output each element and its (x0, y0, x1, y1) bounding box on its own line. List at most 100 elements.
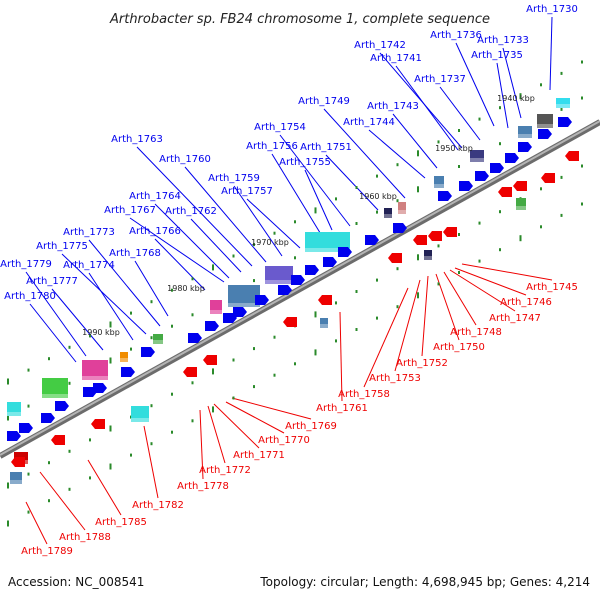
tick-mark (130, 453, 132, 457)
leader-line (134, 260, 169, 317)
leader-line (154, 238, 206, 291)
feature-block (7, 402, 21, 416)
tick-mark (581, 164, 583, 168)
gene-label-arth-1735: Arth_1735 (471, 50, 523, 61)
gene-label-arth-1758: Arth_1758 (338, 389, 390, 400)
gene-label-arth-1759: Arth_1759 (208, 173, 260, 184)
gene-label-arth-1767: Arth_1767 (104, 205, 156, 216)
tick-mark (253, 385, 255, 389)
tick-mark (89, 438, 91, 442)
tick-mark (68, 487, 71, 491)
feature-block-shade (556, 104, 570, 108)
feature-block (537, 114, 553, 128)
gene-label-arth-1785: Arth_1785 (95, 517, 147, 528)
tick-mark (396, 199, 399, 203)
reverse-gene-arrow (498, 187, 512, 197)
forward-gene-arrow (205, 321, 219, 331)
kbp-labels: 1940 kbp 1950 kbp 1960 kbp 1970 kbp 1980 kbp… (82, 94, 535, 337)
leader-line (25, 271, 87, 357)
reverse-gene-arrow (513, 181, 527, 191)
forward-gene-arrow (121, 367, 135, 377)
feature-block (153, 334, 163, 344)
gene-label-arth-1770: Arth_1770 (258, 435, 310, 446)
feature-block (384, 208, 392, 218)
tick-mark (458, 233, 460, 236)
tick-mark (109, 357, 112, 364)
leader-line (271, 153, 323, 237)
tick-mark (273, 335, 276, 339)
map-title: Arthrobacter sp. FB24 chromosome 1, comp… (109, 12, 490, 27)
feature-block (228, 285, 260, 307)
feature-block-shade (434, 184, 444, 188)
gene-label-arth-1782: Arth_1782 (132, 500, 184, 511)
leader-line (379, 52, 463, 149)
tick-mark (48, 499, 50, 503)
tick-mark (519, 235, 522, 242)
forward-gene-arrow (490, 163, 504, 173)
tick-mark (458, 271, 460, 274)
tick-mark (27, 368, 30, 372)
leader-line (454, 267, 527, 296)
gene-label-arth-1733: Arth_1733 (477, 35, 529, 46)
tick-mark (150, 300, 153, 304)
forward-gene-arrow (291, 275, 305, 285)
tick-mark (478, 259, 481, 263)
feature-block-shade (153, 340, 163, 344)
gene-label-arth-1730: Arth_1730 (526, 4, 578, 15)
gene-label-arth-1763: Arth_1763 (111, 134, 163, 145)
tick-mark (130, 311, 132, 315)
leader-line (461, 263, 553, 281)
leader-line (88, 239, 161, 327)
tick-mark (540, 225, 542, 229)
tick-mark (560, 213, 563, 217)
feature-block (518, 126, 532, 138)
tick-mark (355, 186, 358, 189)
leader-line (496, 62, 509, 129)
leader-line (143, 425, 159, 499)
gene-labels: Arth_1730 Arth_1733 Arth_1735 Arth_1736 Arth… (0, 4, 578, 557)
feature-block-shade (120, 358, 128, 362)
forward-gene-arrow (41, 413, 55, 423)
tick-mark (396, 163, 399, 167)
feature-block (265, 266, 293, 284)
gene-label-arth-1756: Arth_1756 (246, 141, 298, 152)
tick-mark (417, 150, 419, 157)
tick-mark (335, 301, 337, 305)
gene-label-arth-1755: Arth_1755 (279, 157, 331, 168)
feature-block-shade (7, 412, 21, 416)
forward-gene-arrow (459, 181, 473, 191)
leader-line (199, 409, 204, 480)
gene-label-arth-1777: Arth_1777 (26, 276, 78, 287)
tick-mark (437, 244, 440, 248)
gene-label-arth-1743: Arth_1743 (367, 101, 419, 112)
gene-label-arth-1751: Arth_1751 (300, 142, 352, 153)
gene-label-arth-1774: Arth_1774 (63, 260, 115, 271)
kbp-label: 1970 kbp (251, 238, 289, 247)
feature-block-shade (305, 248, 350, 252)
tick-mark (499, 248, 501, 252)
leader-line (225, 401, 285, 434)
leader-line (25, 501, 48, 545)
tick-mark (396, 305, 399, 309)
tick-mark (212, 264, 214, 271)
tick-mark (48, 357, 50, 361)
feature-block (131, 406, 149, 422)
feature-block-shade (516, 206, 526, 210)
gene-label-arth-1788: Arth_1788 (59, 532, 111, 543)
tick-mark (417, 186, 419, 193)
tick-mark (191, 313, 194, 317)
forward-gene-arrow (518, 142, 532, 152)
tick-mark (437, 140, 440, 144)
forward-gene-arrow (141, 347, 155, 357)
feature-block (10, 472, 22, 484)
forward-gene-arrow (305, 265, 319, 275)
forward-gene-arrow (223, 313, 237, 323)
feature-block (82, 360, 108, 380)
gene-label-arth-1761: Arth_1761 (316, 403, 368, 414)
leader-line (184, 166, 267, 263)
gene-label-arth-1771: Arth_1771 (233, 450, 285, 461)
gene-label-arth-1762: Arth_1762 (165, 206, 217, 217)
tick-mark (150, 336, 153, 340)
tick-mark (68, 345, 71, 349)
